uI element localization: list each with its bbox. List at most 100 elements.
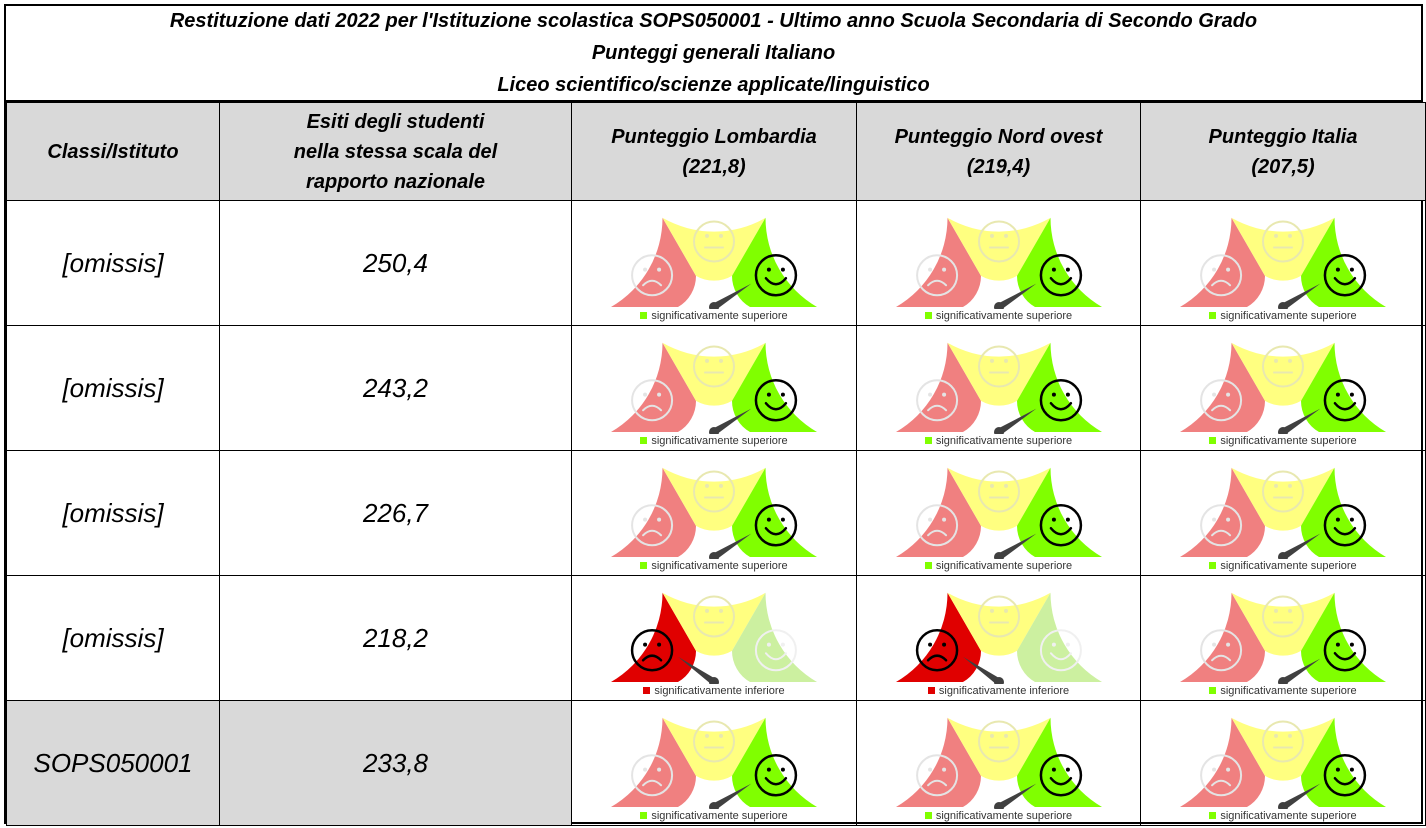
gauge-widget: significativamente superiore	[1141, 580, 1425, 697]
neutral-face-icon	[1262, 345, 1304, 387]
gauge-sector-red	[611, 467, 696, 557]
gauge-legend: significativamente superiore	[640, 434, 788, 447]
gauge-sector-red	[1180, 342, 1265, 432]
gauge-widget: significativamente superiore	[857, 330, 1140, 447]
legend-text: significativamente superiore	[1220, 684, 1357, 697]
header-lombardia: Punteggio Lombardia (221,8)	[571, 102, 857, 201]
header-italia: Punteggio Italia (207,5)	[1140, 102, 1426, 201]
gauge-chart	[895, 717, 1102, 809]
gauge-sector-green	[1301, 217, 1386, 307]
gauge-sector-green	[1301, 592, 1386, 682]
gauge-chart	[895, 592, 1102, 684]
gauge-chart	[611, 467, 817, 559]
gauge-chart	[1180, 217, 1386, 309]
gauge-sector-yellow	[662, 342, 766, 406]
legend-swatch-icon	[643, 687, 651, 694]
sad-face-icon	[1200, 253, 1243, 296]
gauge-needle	[993, 533, 1036, 559]
neutral-face-icon	[977, 720, 1020, 762]
sad-face-icon	[630, 628, 674, 671]
class-label: [omissis]	[6, 450, 220, 576]
gauge-chart	[1180, 717, 1386, 809]
gauge-sector-yellow	[947, 217, 1050, 281]
gauge-legend: significativamente inferiore	[927, 684, 1070, 697]
sad-face-icon	[1200, 378, 1243, 421]
happy-face-icon	[1039, 753, 1082, 796]
student-score: 226,7	[219, 450, 572, 576]
sad-face-icon	[1200, 628, 1243, 671]
happy-face-icon	[754, 753, 798, 796]
legend-swatch-icon	[640, 562, 648, 569]
gauge-widget: significativamente superiore	[857, 705, 1140, 822]
gauge-chart	[611, 342, 817, 434]
gauge-sector-red	[611, 217, 696, 307]
gauge-sector-yellow	[1231, 717, 1335, 781]
gauge-sector-yellow	[1231, 342, 1335, 406]
legend-text: significativamente superiore	[651, 434, 788, 447]
legend-swatch-icon	[1209, 812, 1217, 819]
gauge-cell-lombardia: significativamente superiore	[571, 450, 857, 576]
gauge-cell-lombardia: significativamente inferiore	[571, 575, 857, 701]
gauge-sector-red	[895, 592, 981, 682]
happy-face-icon	[1323, 628, 1367, 671]
report-title: Restituzione dati 2022 per l'Istituzione…	[169, 10, 1258, 32]
legend-text: significativamente inferiore	[938, 684, 1070, 697]
class-row: [omissis] 250,4 significativamente superio…	[6, 200, 1426, 326]
gauge-sector-red	[895, 467, 981, 557]
gauge-sector-yellow	[1231, 217, 1335, 281]
gauge-sector-green	[1301, 717, 1386, 807]
gauge-sector-green	[732, 717, 817, 807]
gauge-sector-green	[732, 592, 817, 682]
class-label: [omissis]	[6, 325, 220, 451]
report-table-frame: Restituzione dati 2022 per l'Istituzione…	[4, 4, 1426, 826]
gauge-legend: significativamente superiore	[640, 560, 788, 572]
header-nord-ovest: Punteggio Nord ovest (219,4)	[856, 102, 1141, 201]
student-score: 218,2	[219, 575, 572, 701]
gauge-legend: significativamente superiore	[924, 560, 1072, 572]
neutral-face-icon	[1262, 220, 1304, 262]
gauge-sector-yellow	[947, 717, 1050, 781]
gauge-legend: significativamente inferiore	[643, 685, 785, 697]
gauge-widget: significativamente superiore	[1141, 455, 1425, 572]
gauge-sector-green	[1016, 467, 1102, 557]
gauge-chart	[895, 217, 1102, 309]
report-subtitle-subject: Punteggi generali Italiano	[591, 42, 836, 64]
header-esiti: Esiti degli studenti nella stessa scala …	[219, 102, 572, 201]
gauge-cell-italia: significativamente superiore	[1140, 200, 1426, 326]
sad-face-icon	[915, 753, 958, 796]
sad-face-icon	[631, 503, 674, 546]
legend-swatch-icon	[1209, 687, 1217, 694]
legend-swatch-icon	[924, 812, 932, 819]
gauge-chart	[611, 592, 817, 684]
class-label: [omissis]	[6, 575, 220, 701]
student-score: 250,4	[219, 200, 572, 326]
legend-text: significativamente superiore	[1220, 809, 1357, 822]
gauge-chart	[1180, 342, 1386, 434]
legend-text: significativamente superiore	[1220, 434, 1357, 447]
gauge-sector-yellow	[1231, 467, 1335, 531]
gauge-widget: significativamente superiore	[572, 205, 856, 322]
gauge-legend: significativamente superiore	[924, 309, 1073, 322]
neutral-face-icon	[693, 345, 735, 387]
gauge-needle	[993, 783, 1036, 809]
neutral-face-icon	[1262, 720, 1304, 762]
happy-face-icon	[1039, 378, 1082, 421]
results-table: Classi/Istituto Esiti degli studenti nel…	[6, 102, 1426, 826]
gauge-needle	[993, 283, 1036, 309]
gauge-needle	[709, 783, 752, 809]
neutral-face-icon	[977, 470, 1020, 512]
neutral-face-icon	[693, 720, 735, 762]
gauge-chart	[895, 467, 1102, 559]
gauge-widget: significativamente inferiore	[857, 580, 1140, 697]
happy-face-icon	[1323, 503, 1367, 546]
gauge-cell-italia: significativamente superiore	[1140, 325, 1426, 451]
gauge-sector-yellow	[662, 717, 766, 781]
sad-face-icon	[631, 378, 674, 421]
legend-swatch-icon	[1209, 312, 1217, 319]
happy-face-icon	[1039, 253, 1082, 296]
legend-text: significativamente superiore	[935, 309, 1073, 322]
gauge-needle	[677, 656, 719, 684]
gauge-cell-nord-ovest: significativamente superiore	[856, 450, 1141, 576]
gauge-cell-nord-ovest: significativamente superiore	[856, 200, 1141, 326]
legend-swatch-icon	[924, 562, 932, 569]
